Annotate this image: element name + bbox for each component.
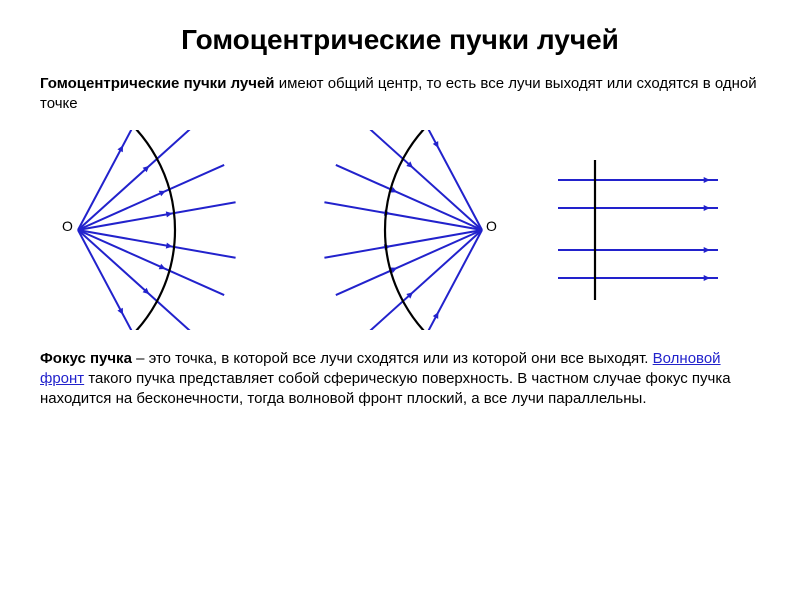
intro-paragraph: Гомоцентрические пучки лучей имеют общий… xyxy=(40,74,760,115)
body-t2: – это точка, в которой все лучи сходятся… xyxy=(132,350,653,367)
diagram-row: O O xyxy=(40,125,760,335)
focus-term: Фокус пучка xyxy=(40,350,132,367)
body-t4: такого пучка представляет собой сферичес… xyxy=(40,370,731,407)
diverging-origin-label: O xyxy=(62,218,73,234)
parallel-svg xyxy=(540,130,740,330)
diverging-beam-diagram: O xyxy=(60,130,260,330)
converging-beam-diagram: O xyxy=(300,130,500,330)
intro-bold: Гомоцентрические пучки лучей xyxy=(40,75,275,92)
body-paragraph: Фокус пучка – это точка, в которой все л… xyxy=(40,349,760,410)
diverging-svg xyxy=(60,130,260,330)
page-title: Гомоцентрические пучки лучей xyxy=(40,24,760,56)
converging-focus-label: O xyxy=(486,218,497,234)
parallel-beam-diagram xyxy=(540,130,740,330)
converging-svg xyxy=(300,130,500,330)
